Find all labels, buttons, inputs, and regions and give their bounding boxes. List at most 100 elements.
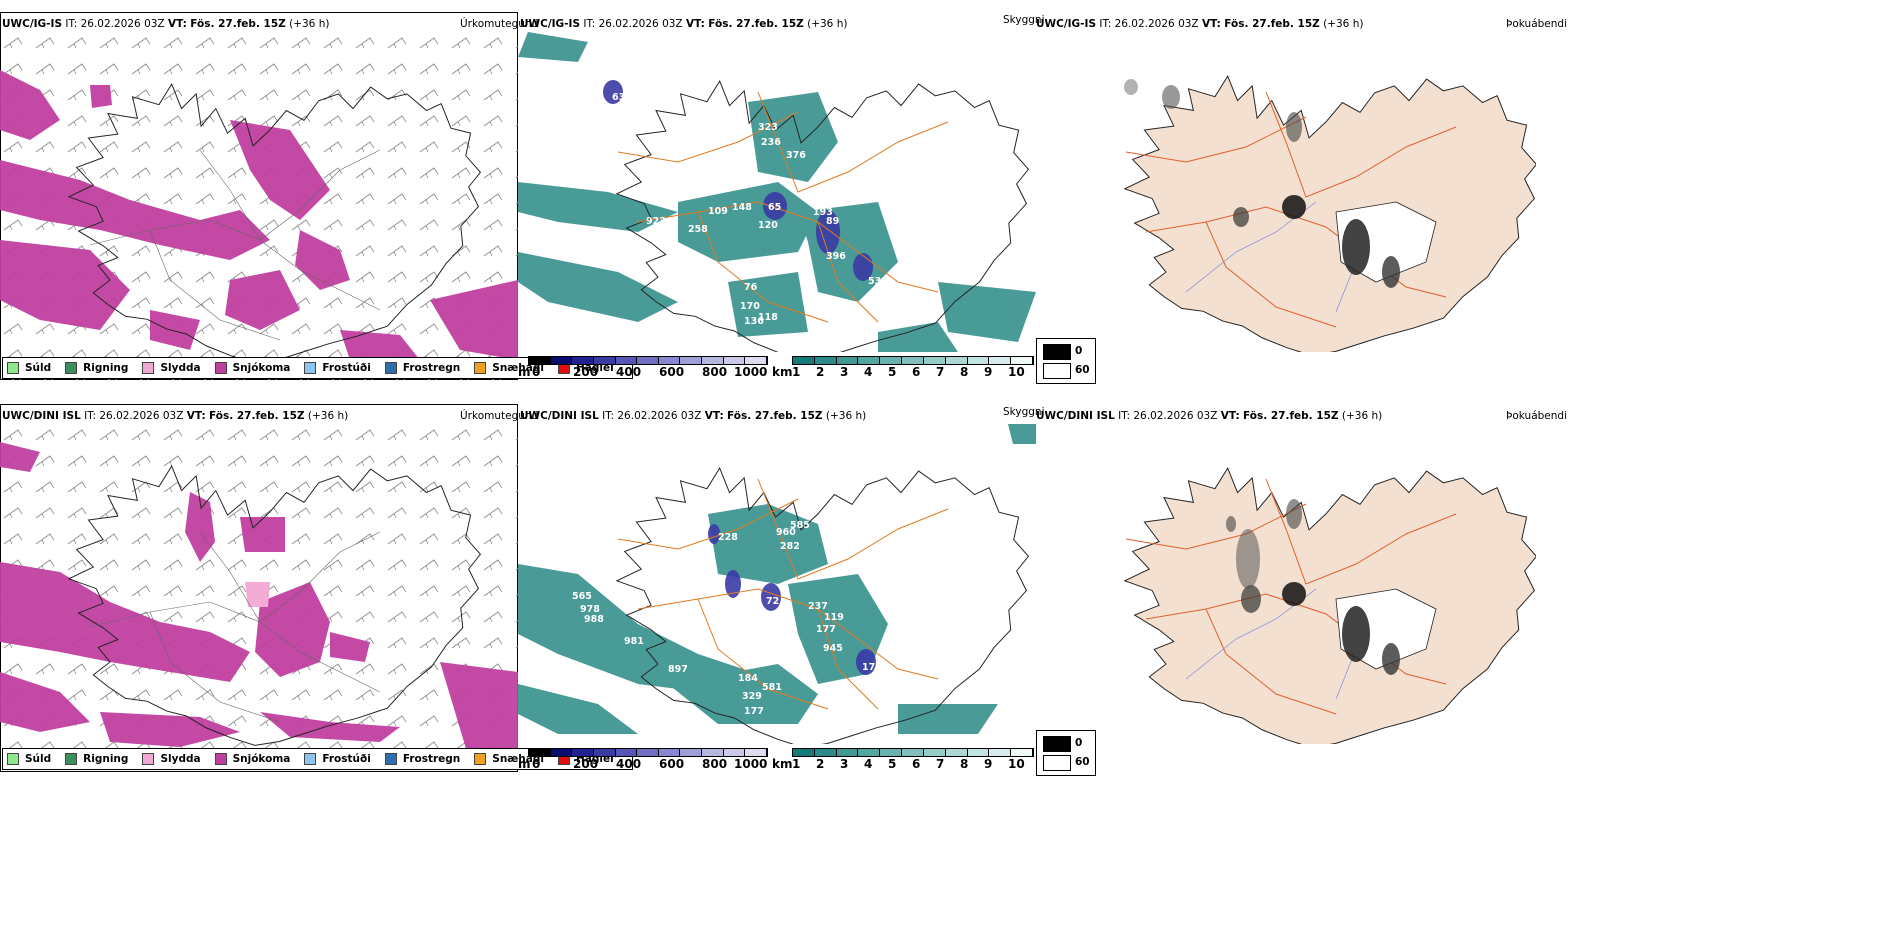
tick: 4	[864, 365, 873, 379]
it-label: IT:	[1118, 410, 1131, 422]
model-name: UWC/DINI ISL	[2, 410, 81, 422]
tick: 600	[659, 757, 685, 771]
tick: 7	[936, 757, 945, 771]
ceiling-colorbar-row2: m 0 200 400 600 800 1000	[518, 748, 768, 772]
legend-item: Frostúði	[304, 753, 371, 765]
svg-text:396: 396	[826, 251, 846, 262]
svg-text:237: 237	[808, 601, 828, 612]
tick: 600	[659, 365, 685, 379]
tick: 1	[792, 365, 801, 379]
header-precip-row2: UWC/DINI ISL IT: 26.02.2026 03Z VT: Fös.…	[2, 410, 348, 422]
lead-time: (+36 h)	[1341, 410, 1383, 422]
svg-text:170: 170	[862, 662, 882, 673]
lead-time: (+36 h)	[289, 18, 330, 30]
tick: 2	[816, 365, 825, 379]
tick: 200	[573, 757, 599, 771]
visibility-unit: km	[772, 365, 793, 379]
vt-label: VT:	[186, 410, 206, 422]
model-name: UWC/IG-IS	[520, 18, 581, 30]
tick: 3	[840, 757, 849, 771]
legend-item: Slydda	[142, 753, 201, 765]
svg-text:581: 581	[762, 682, 782, 693]
visibility-unit: km	[772, 757, 793, 771]
header-fog-row1: UWC/IG-IS IT: 26.02.2026 03Z VT: Fös. 27…	[1036, 18, 1363, 30]
legend-item: Súld	[7, 362, 51, 374]
precip-map-row2	[0, 422, 518, 762]
svg-text:376: 376	[786, 150, 806, 161]
legend-item: Snæhagl	[474, 362, 544, 374]
svg-text:585: 585	[790, 520, 810, 531]
tick: 7	[936, 365, 945, 379]
tick: 9	[984, 757, 993, 771]
snow-areas	[0, 442, 518, 762]
header-visibility-row2: UWC/DINI ISL IT: 26.02.2026 03Z VT: Fös.…	[520, 410, 866, 422]
vt-value: Fös. 27.feb. 15Z	[1224, 18, 1320, 30]
roads	[617, 478, 949, 710]
it-label: IT:	[65, 18, 78, 30]
low-visibility-areas	[518, 424, 1036, 734]
legend-item: Snjókoma	[214, 362, 290, 374]
lead-time: (+36 h)	[1323, 18, 1364, 30]
svg-text:978: 978	[580, 604, 600, 615]
it-label: IT:	[1099, 18, 1112, 30]
tick: 6	[912, 757, 921, 771]
vt-value: Fös. 27.feb. 15Z	[209, 410, 305, 422]
title-precip-row2: Úrkomutegund	[460, 410, 539, 422]
svg-text:960: 960	[776, 527, 796, 538]
legend-item: Haglél	[557, 362, 614, 374]
tick: 8	[960, 365, 969, 379]
svg-text:323: 323	[758, 122, 778, 133]
lead-time: (+36 h)	[307, 410, 349, 422]
tick: 1	[792, 757, 801, 771]
title-fog-row1: Þokuábendi	[1506, 18, 1567, 30]
svg-text:63: 63	[612, 92, 625, 103]
fog-legend-row2: 0 60	[1036, 730, 1096, 776]
header-precip-row1: UWC/IG-IS IT: 26.02.2026 03Z VT: Fös. 27…	[2, 18, 329, 30]
it-value: 26.02.2026 03Z	[1114, 18, 1199, 30]
visibility-labels: 585 960 228 282 565 978 988 981 72 237 1…	[572, 520, 882, 717]
svg-text:53: 53	[868, 276, 881, 287]
precip-legend-row1: Súld Rigning Slydda Snjókoma Frostúði Fr…	[2, 357, 633, 379]
vt-value: Fös. 27.feb. 15Z	[708, 18, 804, 30]
title-visibility-row1: Skyggni	[1003, 14, 1045, 26]
svg-text:282: 282	[780, 541, 800, 552]
svg-text:118: 118	[758, 312, 778, 323]
it-value: 26.02.2026 03Z	[598, 18, 683, 30]
tick: 1000	[734, 757, 768, 771]
title-visibility-row2: Skyggni	[1003, 406, 1045, 418]
low-ceiling-areas	[708, 524, 876, 675]
roads	[89, 531, 381, 723]
vt-value: Fös. 27.feb. 15Z	[190, 18, 286, 30]
roads	[1125, 91, 1457, 328]
it-value: 26.02.2026 03Z	[617, 410, 702, 422]
svg-text:170: 170	[740, 301, 760, 312]
svg-text:565: 565	[572, 591, 592, 602]
visibility-map-row1: 63 323 236 376 65 193 89 109 148 120 258…	[518, 32, 1036, 352]
tick: 10	[1008, 757, 1025, 771]
model-name: UWC/IG-IS	[2, 18, 63, 30]
ceiling-unit: m	[518, 365, 531, 379]
tick: 0	[532, 757, 541, 771]
fog-legend-row1: 0 60	[1036, 338, 1096, 384]
model-name: UWC/DINI ISL	[1036, 410, 1115, 422]
svg-text:89: 89	[826, 216, 839, 227]
vt-label: VT:	[704, 410, 724, 422]
svg-text:177: 177	[816, 624, 836, 635]
legend-item: Frostregn	[384, 753, 460, 765]
legend-item: Snjókoma	[214, 753, 290, 765]
legend-item: Slydda	[142, 362, 201, 374]
svg-text:109: 109	[708, 206, 728, 217]
header-visibility-row1: UWC/IG-IS IT: 26.02.2026 03Z VT: Fös. 27…	[520, 18, 847, 30]
legend-item: Rigning	[65, 753, 128, 765]
tick: 3	[840, 365, 849, 379]
svg-text:136: 136	[744, 316, 764, 327]
visibility-colorbar-row1: km 1 2 3 4 5 6 7 8 9 10	[772, 356, 1036, 380]
svg-text:177: 177	[744, 706, 764, 717]
it-label: IT:	[602, 410, 615, 422]
header-fog-row2: UWC/DINI ISL IT: 26.02.2026 03Z VT: Fös.…	[1036, 410, 1382, 422]
fog-map-row1	[1124, 75, 1536, 352]
tick: 200	[573, 365, 599, 379]
model-name: UWC/DINI ISL	[520, 410, 599, 422]
tick: 8	[960, 757, 969, 771]
svg-text:236: 236	[761, 137, 781, 148]
